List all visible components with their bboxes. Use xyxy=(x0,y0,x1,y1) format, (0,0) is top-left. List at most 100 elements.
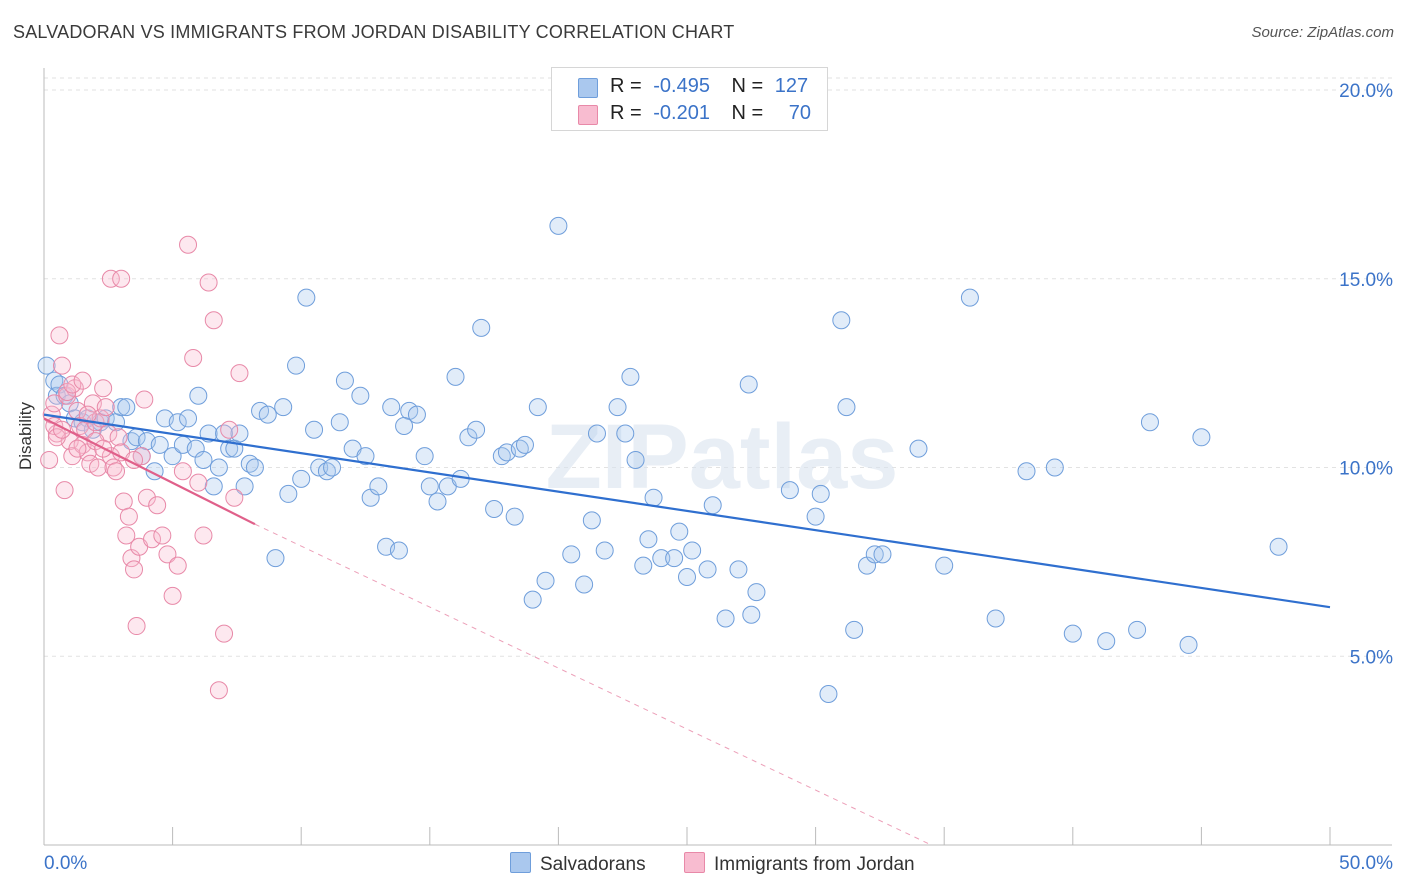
legend-swatch-blue xyxy=(578,78,598,98)
jordan-point xyxy=(158,545,177,564)
jordan-point xyxy=(148,496,167,515)
jordan-point xyxy=(137,488,156,507)
salvadorans-point xyxy=(1179,635,1198,654)
jordan-point xyxy=(117,526,136,545)
jordan-trend-extension xyxy=(254,523,932,846)
jordan-point xyxy=(168,556,187,575)
salvadorans-point xyxy=(665,549,684,568)
salvadorans-trend-line xyxy=(43,413,1331,609)
jordan-point xyxy=(199,273,218,292)
salvadorans-point xyxy=(562,545,581,564)
axes xyxy=(43,68,1392,846)
salvadorans-point xyxy=(608,398,627,417)
legend-n-label: N = xyxy=(731,102,764,124)
salvadorans-point xyxy=(179,409,198,428)
salvadorans-point xyxy=(1097,632,1116,651)
salvadorans-point xyxy=(678,567,696,586)
jordan-point xyxy=(94,379,113,398)
salvadorans-point xyxy=(528,398,547,417)
salvadorans-point xyxy=(459,428,478,447)
jordan-point xyxy=(215,624,234,643)
salvadorans-point xyxy=(1269,537,1288,556)
salvadorans-point xyxy=(832,311,851,330)
salvadorans-point xyxy=(382,398,401,417)
salvadorans-point xyxy=(652,549,671,568)
salvadorans-point xyxy=(670,522,689,541)
salvadorans-point xyxy=(1017,462,1036,481)
bottom-legend-salvadorans: Salvadorans xyxy=(510,852,646,876)
salvadorans-point xyxy=(351,386,370,405)
legend-n-label: N = xyxy=(731,75,764,97)
salvadorans-point xyxy=(209,458,228,477)
jordan-point xyxy=(220,420,239,439)
salvadorans-point xyxy=(837,398,856,417)
jordan-point xyxy=(96,398,115,417)
salvadorans-point xyxy=(335,371,354,390)
y-tick-label: 20.0% xyxy=(1339,81,1393,102)
jordan-point xyxy=(204,311,223,330)
salvadorans-point xyxy=(274,398,293,417)
salvadorans-point xyxy=(639,530,658,549)
salvadorans-point xyxy=(575,575,594,594)
salvadorans-point xyxy=(407,405,426,424)
salvadorans-point xyxy=(873,545,892,564)
salvadorans-point xyxy=(505,507,524,526)
jordan-point xyxy=(153,526,172,545)
salvadorans-points xyxy=(37,216,1288,703)
salvadorans-point xyxy=(515,435,534,454)
chart-title: SALVADORAN VS IMMIGRANTS FROM JORDAN DIS… xyxy=(13,22,735,42)
salvadorans-point xyxy=(37,356,56,375)
y-tick-label: 15.0% xyxy=(1339,270,1393,291)
salvadorans-point xyxy=(811,484,830,503)
salvadorans-point xyxy=(742,605,761,624)
correlation-legend: R = -0.495 N = 127 R = -0.201 N = 70 xyxy=(551,67,828,131)
salvadorans-point xyxy=(150,435,169,454)
salvadorans-point xyxy=(112,398,131,417)
jordan-point xyxy=(63,375,82,394)
salvadorans-point xyxy=(235,477,254,496)
jordan-point xyxy=(68,439,87,458)
jordan-point xyxy=(55,481,74,500)
salvadorans-point xyxy=(204,477,223,496)
jordan-point xyxy=(143,530,162,549)
salvadorans-point xyxy=(245,458,264,477)
jordan-point xyxy=(101,269,120,288)
salvadorans-point xyxy=(356,447,375,466)
salvadorans-point xyxy=(266,549,285,568)
y-tick-label: 5.0% xyxy=(1350,647,1393,668)
salvadorans-point xyxy=(616,424,635,443)
salvadorans-point xyxy=(780,481,799,500)
jordan-point xyxy=(184,349,203,368)
salvadorans-point xyxy=(845,620,864,639)
y-tick-label: 10.0% xyxy=(1339,459,1393,480)
salvadorans-point xyxy=(446,367,465,386)
salvadorans-point xyxy=(220,439,239,458)
jordan-point xyxy=(78,405,97,424)
salvadorans-point xyxy=(523,590,542,609)
jordan-point xyxy=(179,235,198,254)
salvadorans-point xyxy=(323,458,342,477)
jordan-point xyxy=(127,617,146,636)
chart-source: Source: ZipAtlas.com xyxy=(1251,24,1394,41)
jordan-point xyxy=(173,462,192,481)
salvadorans-point xyxy=(297,288,316,307)
x-tick-label: 0.0% xyxy=(44,853,87,874)
salvadorans-point xyxy=(1063,624,1082,643)
jordan-point xyxy=(53,356,72,375)
jordan-point xyxy=(89,458,108,477)
jordan-point xyxy=(50,326,69,345)
legend-r-label: R = xyxy=(610,102,642,124)
x-tick-label: 50.0% xyxy=(1339,853,1393,874)
salvadorans-point xyxy=(739,375,758,394)
bottom-legend-label: Immigrants from Jordan xyxy=(714,854,915,875)
salvadorans-point xyxy=(163,447,182,466)
salvadorans-point xyxy=(595,541,614,560)
jordan-point xyxy=(135,390,154,409)
salvadorans-point xyxy=(415,447,434,466)
salvadorans-point xyxy=(582,511,601,530)
salvadorans-point xyxy=(279,484,298,503)
salvadorans-point xyxy=(986,609,1005,628)
salvadorans-point xyxy=(189,386,208,405)
jordan-point xyxy=(112,269,131,288)
